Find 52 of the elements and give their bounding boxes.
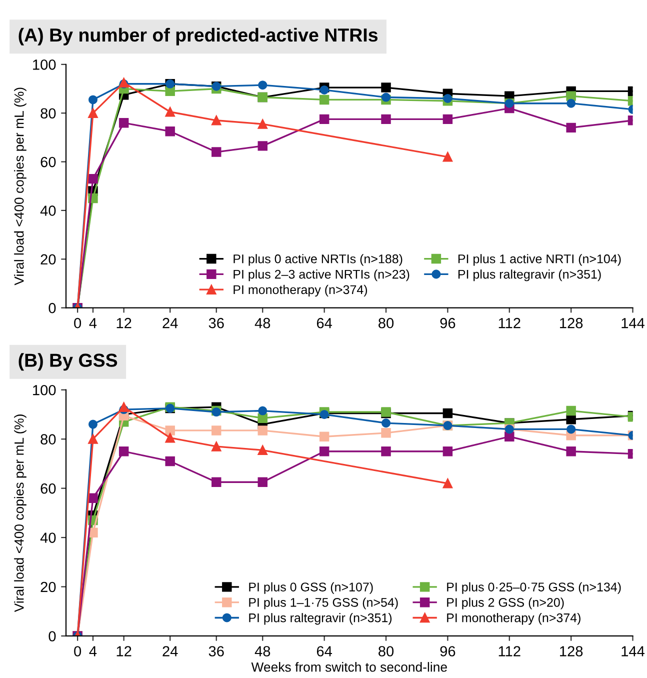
y-tick-label: 60 [40,483,56,494]
x-tick-label: 4 [89,318,97,328]
y-tick-label: 40 [40,532,56,543]
x-tick-label: 112 [498,318,520,328]
y-tick-label: 0 [48,302,56,314]
y-tick-label: 100 [33,60,56,70]
x-tick-label: 112 [498,646,520,656]
x-tick-label: 12 [116,646,132,656]
y-tick-label: 80 [40,108,56,119]
x-tick-label: 24 [162,318,178,328]
y-tick-label: 0 [48,631,56,642]
y-tick-label: 20 [40,254,56,265]
x-tick-label: 36 [208,318,224,328]
y-tick-label: 60 [40,156,56,168]
x-tick-label: 48 [254,318,270,328]
x-tick-label: 128 [560,318,583,328]
x-tick-label: 64 [316,318,332,328]
legend-label: PI plus 2–3 active NRTIs (n>23) [234,270,410,282]
legend-label: PI plus 1–1·75 GSS (n>54) [249,598,398,610]
x-tick-label: 80 [378,646,394,656]
x-tick-label: 0 [74,318,82,328]
legend-label: PI monotherapy (n>374) [234,284,368,297]
x-tick-label: 80 [378,318,394,328]
x-tick-label: 0 [74,646,82,656]
x-tick-label: 128 [560,646,583,656]
legend-label: PI plus 0·25–0·75 GSS (n>134) [447,582,621,594]
y-tick-label: 80 [40,434,56,444]
chart-title: (A) By number of predicted-active NTRIs [18,28,378,46]
x-tick-label: 144 [622,318,645,328]
legend-label: PI plus 2 GSS (n>20) [447,598,564,610]
y-axis-title: Viral load <400 copies per mL (%) [14,414,26,612]
legend-label: PI plus raltegravir (n>351) [458,270,601,282]
legend-label: PI plus 1 active NRTI (n>104) [458,254,621,266]
y-tick-label: 20 [40,582,56,592]
legend-label: PI plus 0 active NRTIs (n>188) [234,254,402,266]
y-tick-label: 100 [33,384,56,396]
x-tick-label: 48 [254,646,270,656]
x-tick-label: 12 [116,318,132,328]
legend-label: PI plus 0 GSS (n>107) [249,582,373,594]
x-tick-label: 64 [316,646,332,656]
x-tick-label: 24 [162,646,178,656]
legend-label: PI monotherapy (n>374) [447,613,580,625]
x-tick-label: 96 [440,318,456,328]
x-tick-label: 36 [208,646,224,656]
x-tick-label: 96 [440,646,456,656]
y-tick-label: 40 [40,206,56,216]
legend-label: PI plus raltegravir (n>351) [249,613,392,625]
x-tick-label: 144 [622,646,645,656]
y-axis-title: Viral load <400 copies per mL (%) [14,88,26,286]
chart-title: (B) By GSS [18,353,118,371]
x-tick-label: 4 [89,646,97,656]
x-axis-title: Weeks from switch to second-line [251,662,447,672]
